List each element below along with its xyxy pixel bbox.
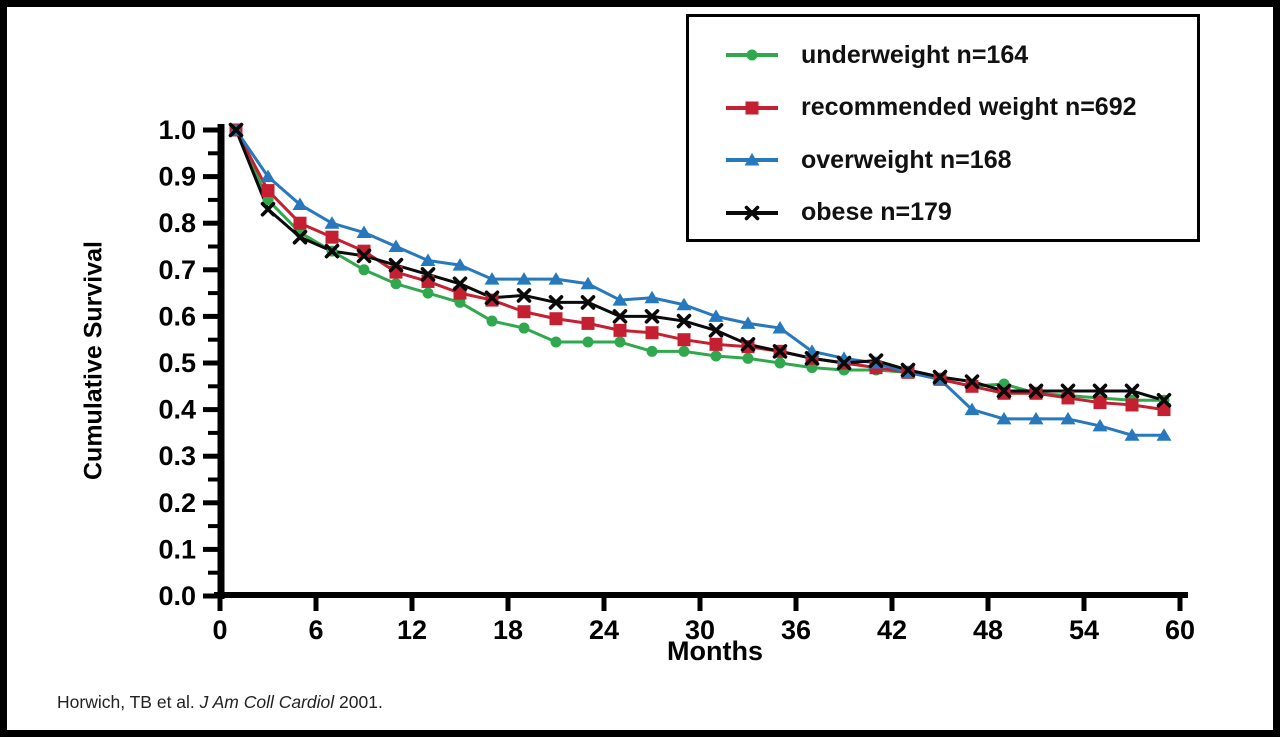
- svg-text:6: 6: [308, 615, 323, 645]
- svg-text:12: 12: [397, 615, 427, 645]
- legend: underweight n=164 recommended weight n=6…: [686, 14, 1200, 242]
- svg-text:0.4: 0.4: [158, 395, 196, 425]
- legend-label-underweight: underweight n=164: [801, 40, 1029, 69]
- legend-item-obese: obese n=179: [723, 187, 1197, 240]
- svg-text:48: 48: [973, 615, 1003, 645]
- legend-item-overweight: overweight n=168: [723, 134, 1197, 187]
- svg-text:54: 54: [1069, 615, 1099, 645]
- citation-year: 2001.: [334, 692, 383, 712]
- underweight-line-circle-icon: [726, 49, 778, 61]
- svg-text:0: 0: [212, 615, 227, 645]
- svg-text:0.3: 0.3: [158, 441, 196, 471]
- x-axis-label: Months: [667, 636, 763, 666]
- legend-label-obese: obese n=179: [801, 198, 952, 227]
- svg-text:18: 18: [493, 615, 523, 645]
- legend-label-recommended-weight: recommended weight n=692: [801, 93, 1137, 122]
- svg-text:0.8: 0.8: [158, 208, 196, 238]
- svg-text:0.9: 0.9: [158, 162, 196, 192]
- svg-text:0.6: 0.6: [158, 301, 196, 331]
- overweight-line-triangle-icon: [726, 153, 778, 166]
- svg-text:1.0: 1.0: [158, 115, 196, 145]
- svg-text:60: 60: [1165, 615, 1195, 645]
- svg-text:24: 24: [589, 615, 619, 645]
- citation-authors: Horwich, TB et al.: [57, 692, 200, 712]
- obese-line-x-icon: [726, 205, 778, 221]
- legend-item-recommended-weight: recommended weight n=692: [723, 82, 1197, 135]
- citation: Horwich, TB et al. J Am Coll Cardiol 200…: [57, 692, 383, 713]
- svg-text:0.7: 0.7: [158, 255, 196, 285]
- svg-text:36: 36: [781, 615, 811, 645]
- svg-text:42: 42: [877, 615, 907, 645]
- svg-text:0.5: 0.5: [158, 348, 196, 378]
- y-axis-label: Cumulative Survival: [79, 241, 108, 480]
- legend-label-overweight: overweight n=168: [801, 145, 1012, 174]
- citation-journal: J Am Coll Cardiol: [199, 692, 335, 712]
- svg-text:0.0: 0.0: [158, 581, 196, 611]
- svg-text:0.2: 0.2: [158, 488, 196, 518]
- svg-text:0.1: 0.1: [158, 534, 196, 564]
- recommended-weight-line-square-icon: [726, 101, 778, 115]
- legend-item-underweight: underweight n=164: [723, 29, 1197, 82]
- svg-text:30: 30: [685, 615, 715, 645]
